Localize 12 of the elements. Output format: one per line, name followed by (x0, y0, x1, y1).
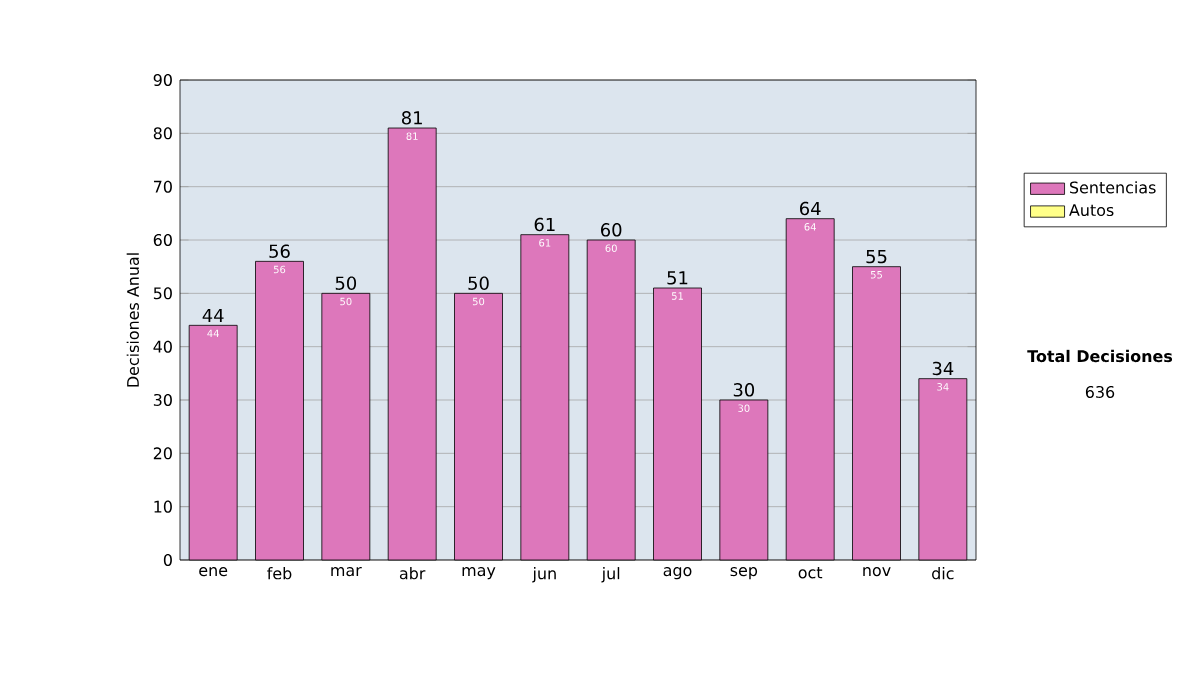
annotation: 50 (468, 276, 489, 290)
annotation: 55 (866, 249, 887, 264)
annotation: 44 (202, 308, 224, 322)
annotation: 61 (534, 217, 555, 232)
annotation: 81 (401, 111, 422, 125)
annotation: 64 (800, 201, 821, 216)
annotation: 50 (335, 276, 357, 290)
annotation: 51 (667, 271, 688, 285)
annotation: 34 (932, 361, 954, 376)
annotation: 30 (733, 383, 755, 397)
annotation: 60 (601, 223, 622, 237)
annotation: 56 (269, 244, 290, 258)
